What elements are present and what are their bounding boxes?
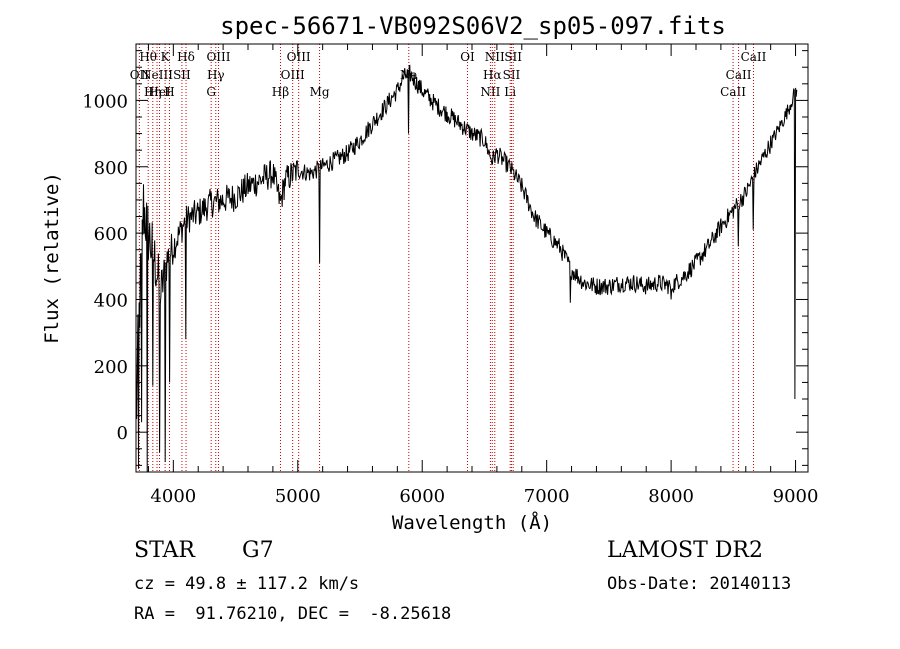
object-subclass: G7 [242,538,274,563]
x-tick-label: 5000 [275,486,321,507]
emission-line-markers: OIIHθHηNeIIIHeIKHSIIHδGHγOIIIHβOIIIOIIIM… [130,44,767,472]
spectral-line-label: SII [503,68,521,82]
plot-frame [135,43,809,473]
spectral-line-label: Hβ [272,85,289,99]
spectral-line-label: G [206,85,216,99]
spectral-line-label: OIII [206,50,230,64]
spectral-line-label: NeIII [141,68,173,82]
spectral-line-label: SII [173,68,191,82]
spectral-line-label: CaII [726,68,752,82]
y-tick-label: 200 [94,357,128,378]
y-axis-label: Flux (relative) [41,172,63,344]
y-tick-label: 600 [94,224,128,245]
ra-dec-coordinates: RA = 91.76210, DEC = -8.25618 [134,604,452,624]
spectrum-flux-line [135,64,798,473]
spectral-line-label: OI [460,50,475,64]
spectral-line-label: K [161,50,171,64]
x-tick-label: 7000 [524,486,570,507]
spectral-line-label: OIII [281,68,305,82]
y-axis-ticks: 0 200 400 600 800 1000 [82,50,808,466]
x-tick-label: 4000 [150,486,196,507]
redshift-velocity: cz = 49.8 ± 117.2 km/s [134,574,360,594]
spectral-line-label: Hγ [207,68,225,82]
y-tick-label: 0 [117,423,128,444]
spectral-line-label: H [164,85,174,99]
spectral-line-label: Mg [310,85,330,99]
spectral-line-label: SII [504,50,522,64]
spectral-line-label: Li [504,85,516,99]
observation-date: Obs-Date: 20140113 [607,574,792,594]
spectral-line-label: NII [485,50,505,64]
x-axis-ticks: 4000 5000 6000 7000 8000 9000 [147,44,819,507]
y-tick-label: 400 [94,290,128,311]
spectral-line-label: NII [480,85,500,99]
spectral-line-label: Hθ [139,50,157,64]
spectral-line-label: OIII [287,50,311,64]
y-tick-label: 800 [94,158,128,179]
y-tick-label: 1000 [82,91,128,112]
spectral-line-label: CaII [720,85,746,99]
survey-name: LAMOST DR2 [607,538,763,563]
spectral-line-label: CaII [741,50,767,64]
x-tick-label: 6000 [399,486,445,507]
spectral-line-label: Hα [483,68,502,82]
x-tick-label: 9000 [773,486,819,507]
x-tick-label: 8000 [648,486,694,507]
spectral-line-label: OII [130,68,150,82]
object-class: STAR [134,538,195,563]
x-axis-label: Wavelength (Å) [392,511,552,534]
chart-title: spec-56671-VB092S06V2_sp05-097.fits [220,12,726,40]
spectral-line-label: Hδ [177,50,195,64]
